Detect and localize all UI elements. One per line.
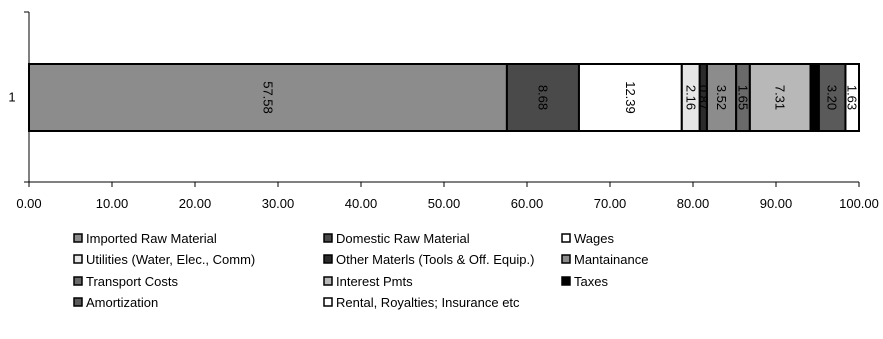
legend-swatch-imported-raw-material [73, 233, 83, 243]
legend-swatch-rental-royalties-insurance-etc [323, 297, 333, 307]
data-label: 1.01 [807, 85, 822, 110]
data-label: 7.31 [773, 85, 788, 110]
data-label: 57.58 [260, 81, 275, 114]
axes: 10.00 10.00 20.00 30.00 40.00 50.00 60.00 70.00… [8, 11, 879, 211]
legend-swatch-taxes [561, 276, 571, 286]
legend-swatch-wages [561, 233, 571, 243]
x-tick-label: 0.00 [16, 196, 41, 211]
legend-label: Interest Pmts [336, 274, 413, 289]
x-tick-label: 90.00 [760, 196, 793, 211]
legend-label: Transport Costs [86, 274, 178, 289]
legend-label: Wages [574, 231, 614, 246]
legend-label: Rental, Royalties; Insurance etc [336, 295, 520, 310]
legend-swatch-interest-pmts [323, 276, 333, 286]
legend-swatch-utilities-water-elec-comm [73, 254, 83, 264]
bar-segments [28, 63, 861, 132]
data-label: 2.16 [683, 85, 698, 110]
segment-labels: 57.58 8.68 12.39 2.160.87 3.52 1.65 7.31 1.01 3.… [260, 81, 859, 114]
bar-segment-mantainance [705, 63, 738, 132]
legend-swatch-other-materls-tools-off-equip [323, 254, 333, 264]
legend-swatch-amortization [73, 297, 83, 307]
x-tick-label: 10.00 [96, 196, 129, 211]
legend-swatch-domestic-raw-material [323, 233, 333, 243]
legend-label: Domestic Raw Material [336, 231, 470, 246]
data-label: 3.20 [825, 85, 840, 110]
x-tick-label: 20.00 [179, 196, 212, 211]
bar-segment-wages [577, 63, 683, 132]
legend-label: Other Materls (Tools & Off. Equip.) [336, 252, 534, 267]
legend-label: Imported Raw Material [86, 231, 217, 246]
data-label: 8.68 [535, 85, 550, 110]
x-tick-label: 50.00 [428, 196, 461, 211]
x-tick-label: 40.00 [345, 196, 378, 211]
legend-label: Mantainance [574, 252, 648, 267]
legend-swatch-transport-costs [73, 276, 83, 286]
legend-label: Taxes [574, 274, 608, 289]
bar-segment-amortization [817, 63, 847, 132]
x-tick-label: 100.00 [839, 196, 879, 211]
x-tick-label: 70.00 [594, 196, 627, 211]
legend-label: Utilities (Water, Elec., Comm) [86, 252, 255, 267]
x-tick-label: 60.00 [511, 196, 544, 211]
x-tick-label: 30.00 [262, 196, 295, 211]
data-label: 0.87 [696, 85, 711, 110]
data-label: 3.52 [714, 85, 729, 110]
bar-segment-rental-royalties-insurance-etc [844, 63, 861, 132]
legend-label: Amortization [86, 295, 158, 310]
data-label: 12.39 [623, 81, 638, 114]
data-label: 1.63 [845, 85, 860, 110]
legend: Imported Raw Material Domestic Raw Materi… [73, 231, 648, 310]
legend-swatch-mantainance [561, 254, 571, 264]
bar-segment-domestic-raw-material [505, 63, 580, 132]
y-tick-label: 1 [8, 90, 15, 105]
bar-segment-interest-pmts [748, 63, 812, 132]
x-tick-label: 80.00 [677, 196, 710, 211]
data-label: 1.65 [736, 85, 751, 110]
bar-segment-imported-raw-material [28, 63, 508, 132]
